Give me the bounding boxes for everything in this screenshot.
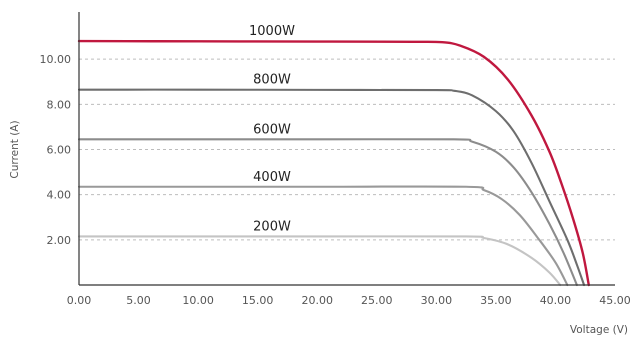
y-tick-label: 4.00 <box>47 189 72 202</box>
series-lines <box>77 39 590 287</box>
series-label-1000w: 1000W <box>249 24 295 39</box>
x-tick-label: 20.00 <box>301 294 333 307</box>
series-line-1000w <box>77 39 590 287</box>
x-tick-label: 40.00 <box>540 294 572 307</box>
y-tick-label: 6.00 <box>47 144 72 157</box>
series-line-600w <box>77 138 578 287</box>
x-tick-label: 35.00 <box>480 294 512 307</box>
series-labels: 1000W 800W 600W 400W 200W <box>249 24 295 234</box>
x-tick-label: 5.00 <box>126 294 151 307</box>
x-tick-label: 15.00 <box>242 294 274 307</box>
series-line-200w <box>77 235 562 287</box>
series-line-800w <box>77 88 586 287</box>
x-tick-label: 45.00 <box>599 294 631 307</box>
series-label-800w: 800W <box>253 73 291 88</box>
series-label-200w: 200W <box>253 219 291 234</box>
series-line-400w <box>77 185 569 287</box>
x-tick-label: 10.00 <box>182 294 214 307</box>
x-tick-label: 30.00 <box>421 294 453 307</box>
y-axis-title: Current (A) <box>9 120 21 178</box>
tick-labels: 2.00 4.00 6.00 8.00 10.00 0.00 5.00 10.00 15.00 2… <box>40 53 631 307</box>
series-label-400w: 400W <box>253 170 291 185</box>
x-axis-title: Voltage (V) <box>570 324 628 336</box>
x-tick-label: 25.00 <box>361 294 393 307</box>
grid-lines <box>79 58 615 241</box>
y-tick-label: 2.00 <box>47 234 72 247</box>
y-tick-label: 8.00 <box>47 98 72 111</box>
series-label-600w: 600W <box>253 122 291 137</box>
y-tick-label: 10.00 <box>40 53 72 66</box>
x-tick-label: 0.00 <box>67 294 92 307</box>
axes <box>78 12 615 286</box>
